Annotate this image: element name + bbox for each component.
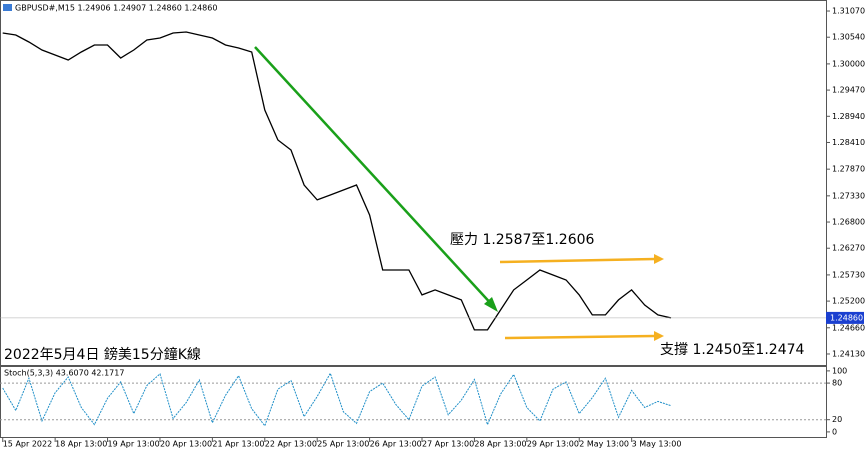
arrow-head <box>484 297 498 312</box>
x-tick-label: 19 Apr 13:00 <box>108 440 160 449</box>
y-tick-label: 20 <box>832 415 842 424</box>
x-tick-label: 22 Apr 13:00 <box>265 440 317 449</box>
support-line <box>504 334 656 340</box>
main-panel <box>0 0 827 366</box>
y-tick-label: 1.31070 <box>832 7 865 16</box>
chart-title: GBPUSD#,M15 1.24906 1.24907 1.24860 1.24… <box>15 4 217 13</box>
last-price-box <box>826 311 864 324</box>
y-tick-label: 1.27870 <box>832 165 865 174</box>
x-tick-label: 28 Apr 13:00 <box>474 440 526 449</box>
stoch-title: Stoch(5,3,3) 43.6070 42.1717 <box>4 369 124 378</box>
stoch-panel <box>0 366 827 438</box>
y-tick-label: 1.24130 <box>832 349 865 358</box>
y-tick-label: 1.25200 <box>832 297 865 306</box>
arrow-head <box>654 331 664 341</box>
y-tick-label: 100 <box>832 366 847 375</box>
y-tick-label: 1.27330 <box>832 191 865 200</box>
y-tick-label: 1.28940 <box>832 112 865 121</box>
x-tick-label: 27 Apr 13:00 <box>422 440 474 449</box>
y-tick-label: 1.26800 <box>832 218 865 227</box>
last-price-label: 1.24860 <box>830 313 863 322</box>
price-line <box>2 31 672 331</box>
x-tick-label: 29 Apr 13:00 <box>527 440 579 449</box>
x-tick-label: 21 Apr 13:00 <box>212 440 264 449</box>
y-tick-label: 1.24660 <box>832 323 865 332</box>
x-tick-label: 3 May 13:00 <box>632 440 682 449</box>
trend-arrow <box>254 46 496 309</box>
x-tick-label: 26 Apr 13:00 <box>370 440 422 449</box>
y-tick-label: 1.28410 <box>832 138 865 147</box>
annotation: 支撐 1.2450至1.2474 <box>660 342 805 358</box>
y-tick-label: 80 <box>832 379 842 388</box>
x-tick-label: 15 Apr 2022 <box>3 440 52 449</box>
y-tick-label: 1.26270 <box>832 244 865 253</box>
symbol-icon <box>3 4 12 11</box>
y-tick-label: 0 <box>832 427 837 436</box>
annotation: 2022年5月4日 鎊美15分鐘K線 <box>4 346 201 363</box>
y-tick-label: 1.25730 <box>832 270 865 279</box>
x-tick-label: 20 Apr 13:00 <box>160 440 212 449</box>
annotation: 壓力 1.2587至1.2606 <box>450 232 595 248</box>
y-tick-label: 1.29470 <box>832 86 865 95</box>
y-tick-label: 1.30540 <box>832 33 865 42</box>
resistance-line <box>499 257 656 264</box>
x-tick-label: 25 Apr 13:00 <box>317 440 369 449</box>
y-tick-label: 1.30000 <box>832 59 865 68</box>
price-line <box>2 372 672 427</box>
arrow-head <box>654 254 664 264</box>
x-tick-label: 18 Apr 13:00 <box>55 440 107 449</box>
x-tick-label: 2 May 13:00 <box>579 440 629 449</box>
